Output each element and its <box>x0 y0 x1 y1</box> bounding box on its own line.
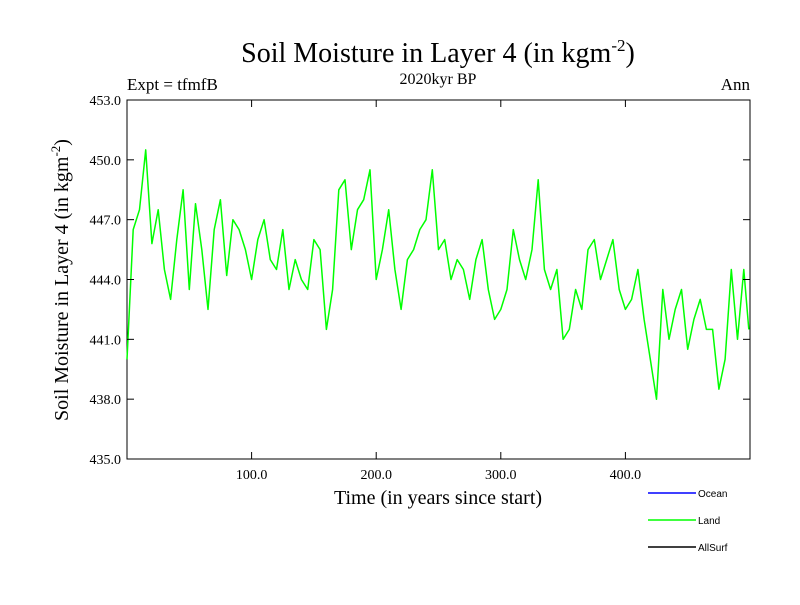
x-tick-label: 300.0 <box>485 468 517 483</box>
y-tick-label: 447.0 <box>90 214 122 229</box>
y-tick-label: 435.0 <box>90 453 122 468</box>
y-tick-label: 453.0 <box>90 94 122 109</box>
series-line-land <box>126 149 750 400</box>
season-label: Ann <box>721 75 751 94</box>
y-tick-label: 438.0 <box>90 393 122 408</box>
x-tick-label: 100.0 <box>236 468 268 483</box>
y-tick-label: 450.0 <box>90 154 122 169</box>
data-layer <box>126 149 750 400</box>
legend-allsurf-label: AllSurf <box>698 543 728 554</box>
x-axis-label: Time (in years since start) <box>334 487 542 509</box>
legend-land-label: Land <box>698 516 720 527</box>
tick-layer: 435.0 438.0 441.0 444.0 447.0 450.0 453.0 100.0… <box>90 94 750 483</box>
y-tick-label: 444.0 <box>90 274 122 289</box>
chart-subtitle: 2020kyr BP <box>400 71 477 88</box>
y-tick-label: 441.0 <box>90 333 122 348</box>
legend: Ocean Land AllSurf <box>648 489 728 554</box>
chart-title: Soil Moisture in Layer 4 (in kgm-2) <box>241 36 635 69</box>
x-tick-label: 400.0 <box>610 468 642 483</box>
experiment-label: Expt = tfmfB <box>127 75 218 94</box>
legend-ocean-label: Ocean <box>698 489 727 500</box>
x-tick-label: 200.0 <box>360 468 392 483</box>
y-axis-label: Soil Moisture in Layer 4 (in kgm-2) <box>48 139 73 421</box>
